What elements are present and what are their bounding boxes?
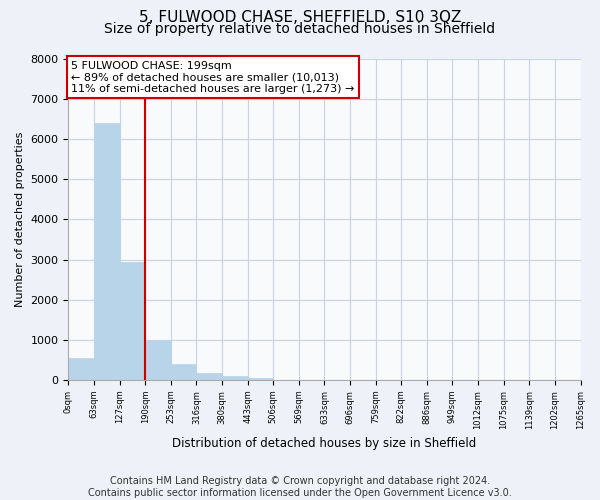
Text: Contains HM Land Registry data © Crown copyright and database right 2024.
Contai: Contains HM Land Registry data © Crown c…: [88, 476, 512, 498]
X-axis label: Distribution of detached houses by size in Sheffield: Distribution of detached houses by size …: [172, 437, 476, 450]
Bar: [171, 364, 196, 380]
Bar: [196, 373, 222, 380]
Bar: [145, 340, 171, 380]
Text: 5 FULWOOD CHASE: 199sqm
← 89% of detached houses are smaller (10,013)
11% of sem: 5 FULWOOD CHASE: 199sqm ← 89% of detache…: [71, 60, 355, 94]
Text: Size of property relative to detached houses in Sheffield: Size of property relative to detached ho…: [104, 22, 496, 36]
Bar: [248, 378, 273, 380]
Bar: [94, 123, 119, 380]
Text: 5, FULWOOD CHASE, SHEFFIELD, S10 3QZ: 5, FULWOOD CHASE, SHEFFIELD, S10 3QZ: [139, 10, 461, 25]
Bar: [222, 376, 248, 380]
Bar: [68, 358, 94, 380]
Bar: [119, 262, 145, 380]
Y-axis label: Number of detached properties: Number of detached properties: [15, 132, 25, 307]
